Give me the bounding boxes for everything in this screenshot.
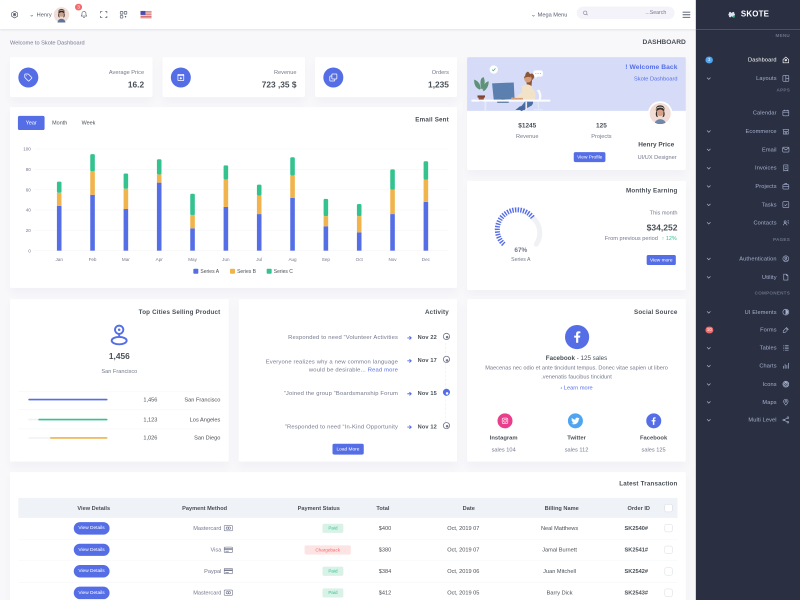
svg-text:Feb: Feb: [89, 257, 97, 262]
svg-text:Oct: Oct: [356, 257, 364, 262]
svg-text:Jan: Jan: [56, 257, 64, 262]
svg-text:Jun: Jun: [222, 257, 230, 262]
svg-text:May: May: [188, 257, 197, 262]
svg-text:Series C: Series C: [274, 269, 294, 275]
svg-text:0: 0: [28, 248, 31, 253]
svg-text:20: 20: [26, 228, 32, 233]
svg-text:Series A: Series A: [200, 269, 219, 275]
svg-text:Nov: Nov: [388, 257, 397, 262]
svg-text:Series B: Series B: [237, 269, 257, 275]
svg-text:80: 80: [26, 167, 32, 172]
svg-text:60: 60: [26, 187, 32, 192]
svg-text:Dec: Dec: [422, 257, 431, 262]
svg-text:Sep: Sep: [322, 257, 331, 262]
svg-text:Aug: Aug: [288, 257, 297, 262]
svg-text:67%: 67%: [514, 247, 527, 254]
svg-text:40: 40: [26, 208, 32, 213]
svg-text:Mar: Mar: [122, 257, 130, 262]
svg-text:100: 100: [23, 147, 31, 152]
svg-text:Apr: Apr: [156, 257, 164, 262]
svg-text:Series A: Series A: [511, 257, 531, 263]
svg-text:Jul: Jul: [256, 257, 262, 262]
